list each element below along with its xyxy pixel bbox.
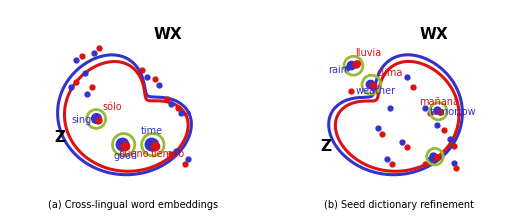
Text: weather: weather <box>355 86 395 96</box>
Text: tomorrow: tomorrow <box>430 107 477 117</box>
Text: WX: WX <box>420 27 448 42</box>
Text: single: single <box>71 115 101 125</box>
Text: Z: Z <box>320 139 331 154</box>
Text: sólo: sólo <box>102 101 122 112</box>
Text: Z: Z <box>54 130 65 145</box>
Text: lluvia: lluvia <box>355 48 381 58</box>
Text: (b) Seed dictionary refinement: (b) Seed dictionary refinement <box>324 200 474 211</box>
Text: mañana: mañana <box>419 97 459 107</box>
Text: tiempo: tiempo <box>151 149 185 159</box>
Text: WX: WX <box>154 27 182 42</box>
Text: time: time <box>141 126 163 136</box>
Text: (a) Cross-lingual word embeddings: (a) Cross-lingual word embeddings <box>48 200 218 211</box>
Text: rain: rain <box>328 66 347 75</box>
Text: clima: clima <box>377 68 403 78</box>
Text: good: good <box>113 151 137 161</box>
Text: bueno: bueno <box>119 149 149 159</box>
